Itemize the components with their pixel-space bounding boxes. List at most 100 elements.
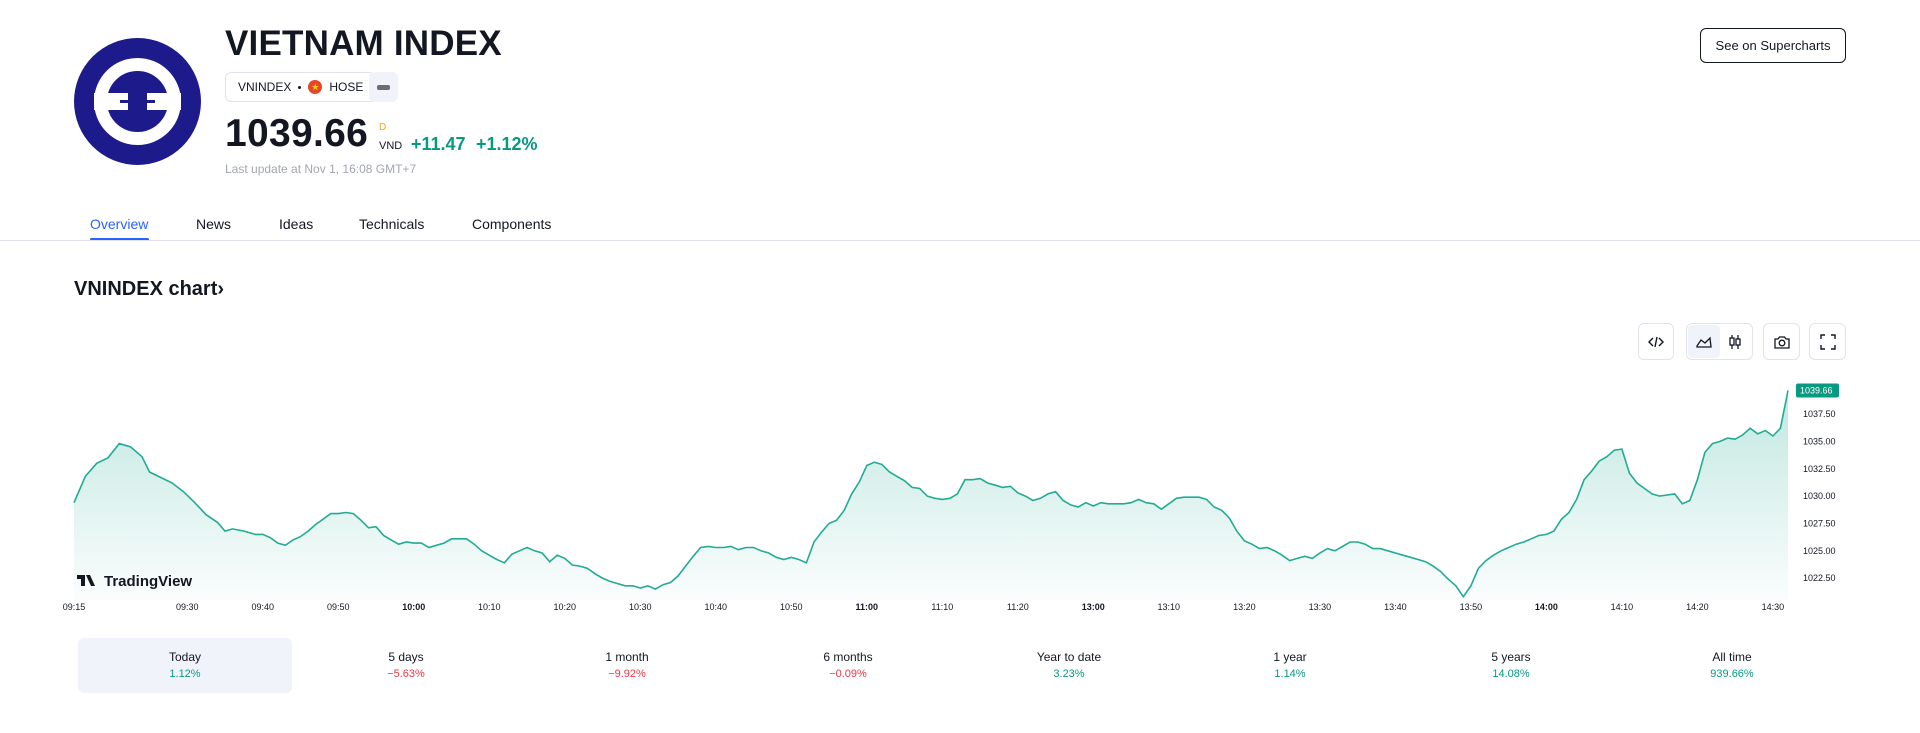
y-tick-label: 1025.00 bbox=[1803, 546, 1836, 556]
x-tick-label: 13:50 bbox=[1460, 602, 1483, 612]
chart-section-title[interactable]: VNINDEX chart› bbox=[74, 278, 224, 301]
candlestick-icon bbox=[1729, 334, 1741, 349]
tab-technicals[interactable]: Technicals bbox=[359, 216, 425, 232]
x-tick-label: 09:30 bbox=[176, 602, 199, 612]
tab-overview[interactable]: Overview bbox=[90, 216, 149, 232]
period-label: All time bbox=[1712, 650, 1752, 664]
y-tick-label: 1032.50 bbox=[1803, 464, 1836, 474]
period-1-year[interactable]: 1 year 1.14% bbox=[1183, 638, 1397, 693]
fullscreen-button[interactable] bbox=[1809, 323, 1846, 360]
active-tab-indicator bbox=[90, 238, 149, 241]
last-price-badge-text: 1039.66 bbox=[1800, 386, 1833, 396]
tradingview-watermark: TradingView bbox=[77, 573, 192, 590]
price-change: +11.47 bbox=[411, 134, 466, 154]
period-all-time[interactable]: All time 939.66% bbox=[1625, 638, 1839, 693]
x-tick-label: 14:30 bbox=[1762, 602, 1785, 612]
period-5-years[interactable]: 5 years 14.08% bbox=[1404, 638, 1618, 693]
currency-label: VND bbox=[379, 140, 403, 152]
period-year-to-date[interactable]: Year to date 3.23% bbox=[962, 638, 1176, 693]
period-value: 1.14% bbox=[1274, 668, 1306, 680]
x-tick-label: 09:15 bbox=[63, 602, 86, 612]
period-value: −0.09% bbox=[829, 668, 867, 680]
period-label: 1 month bbox=[605, 650, 649, 664]
last-update-text: Last update at Nov 1, 16:08 GMT+7 bbox=[225, 162, 417, 176]
y-tick-label: 1030.00 bbox=[1803, 491, 1836, 501]
symbol-label: VNINDEX bbox=[238, 80, 292, 94]
period-today[interactable]: Today 1.12% bbox=[78, 638, 292, 693]
y-tick-label: 1027.50 bbox=[1803, 518, 1836, 528]
period-value: 1.12% bbox=[169, 668, 201, 680]
time-axis: 09:15 09:30 09:40 09:50 10:00 10:10 10:20 10:30… bbox=[63, 602, 1784, 612]
exchange-label: HOSE bbox=[329, 80, 364, 94]
price-area-fill bbox=[74, 390, 1788, 600]
see-on-supercharts-button[interactable]: See on Supercharts bbox=[1700, 28, 1846, 63]
chart-style-group bbox=[1686, 323, 1753, 360]
x-tick-label: 10:10 bbox=[478, 602, 501, 612]
candles-style-button[interactable] bbox=[1720, 325, 1752, 358]
period-1-month[interactable]: 1 month −9.92% bbox=[520, 638, 734, 693]
embed-button[interactable] bbox=[1638, 323, 1674, 360]
y-tick-label: 1035.00 bbox=[1803, 436, 1836, 446]
price-change-percent: +1.12% bbox=[476, 134, 538, 154]
more-icon bbox=[377, 84, 390, 90]
tab-components[interactable]: Components bbox=[472, 216, 552, 232]
period-value: 939.66% bbox=[1710, 668, 1754, 680]
period-label: 5 years bbox=[1491, 650, 1531, 664]
x-tick-label: 13:20 bbox=[1233, 602, 1256, 612]
period-label: Today bbox=[168, 650, 202, 664]
x-tick-label: 13:10 bbox=[1158, 602, 1181, 612]
period-5-days[interactable]: 5 days −5.63% bbox=[299, 638, 513, 693]
price-axis: 1037.50 1035.00 1032.50 1030.00 1027.50 1025.… bbox=[1796, 383, 1839, 583]
x-tick-label: 11:00 bbox=[856, 602, 879, 612]
period-label: Year to date bbox=[1036, 650, 1102, 664]
x-tick-label: 10:50 bbox=[780, 602, 803, 612]
watermark-text: TradingView bbox=[104, 573, 192, 590]
index-logo bbox=[74, 38, 201, 165]
x-tick-label: 10:00 bbox=[402, 602, 425, 612]
price-delay-marker: D bbox=[379, 122, 387, 133]
period-value: 3.23% bbox=[1053, 668, 1085, 680]
snapshot-button[interactable] bbox=[1763, 323, 1800, 360]
x-tick-label: 11:20 bbox=[1007, 602, 1029, 612]
area-chart-icon bbox=[1696, 336, 1712, 348]
period-value: −5.63% bbox=[387, 668, 425, 680]
y-tick-label: 1037.50 bbox=[1803, 409, 1836, 419]
period-value: −9.92% bbox=[608, 668, 646, 680]
period-label: 1 year bbox=[1273, 650, 1307, 664]
x-tick-label: 09:50 bbox=[327, 602, 350, 612]
tab-news[interactable]: News bbox=[196, 216, 232, 232]
x-tick-label: 13:40 bbox=[1384, 602, 1407, 612]
tab-ideas[interactable]: Ideas bbox=[279, 216, 314, 232]
vietnam-flag-icon: ★ bbox=[308, 80, 323, 94]
x-tick-label: 10:40 bbox=[705, 602, 728, 612]
last-price: 1039.66 bbox=[225, 112, 369, 155]
vnindex-logo-icon bbox=[94, 58, 181, 145]
chevron-right-icon: › bbox=[217, 278, 225, 300]
period-6-months[interactable]: 6 months −0.09% bbox=[741, 638, 955, 693]
price-line bbox=[73, 390, 1789, 599]
x-tick-label: 10:30 bbox=[629, 602, 652, 612]
separator-dot bbox=[298, 85, 302, 89]
embed-code-icon bbox=[1648, 336, 1664, 347]
period-label: 5 days bbox=[388, 650, 424, 664]
symbol-chip[interactable]: VNINDEX ★ HOSE bbox=[225, 72, 377, 102]
x-tick-label: 14:20 bbox=[1686, 602, 1709, 612]
chart-title-text[interactable]: VNINDEX chart bbox=[74, 278, 218, 300]
more-options-button[interactable] bbox=[369, 72, 398, 102]
camera-icon bbox=[1773, 335, 1790, 349]
tradingview-logo-icon bbox=[77, 575, 95, 586]
x-tick-label: 11:10 bbox=[931, 602, 953, 612]
fullscreen-icon bbox=[1819, 333, 1836, 350]
x-tick-label: 13:30 bbox=[1309, 602, 1332, 612]
area-style-button[interactable] bbox=[1688, 325, 1720, 358]
x-tick-label: 14:00 bbox=[1535, 602, 1558, 612]
period-label: 6 months bbox=[823, 650, 873, 664]
page-title: VIETNAM INDEX bbox=[225, 24, 502, 63]
period-value: 14.08% bbox=[1492, 668, 1530, 680]
y-tick-label: 1022.50 bbox=[1803, 573, 1836, 583]
x-tick-label: 13:00 bbox=[1082, 602, 1105, 612]
x-tick-label: 14:10 bbox=[1611, 602, 1634, 612]
tabs-divider bbox=[0, 240, 1920, 241]
x-tick-label: 10:20 bbox=[554, 602, 577, 612]
